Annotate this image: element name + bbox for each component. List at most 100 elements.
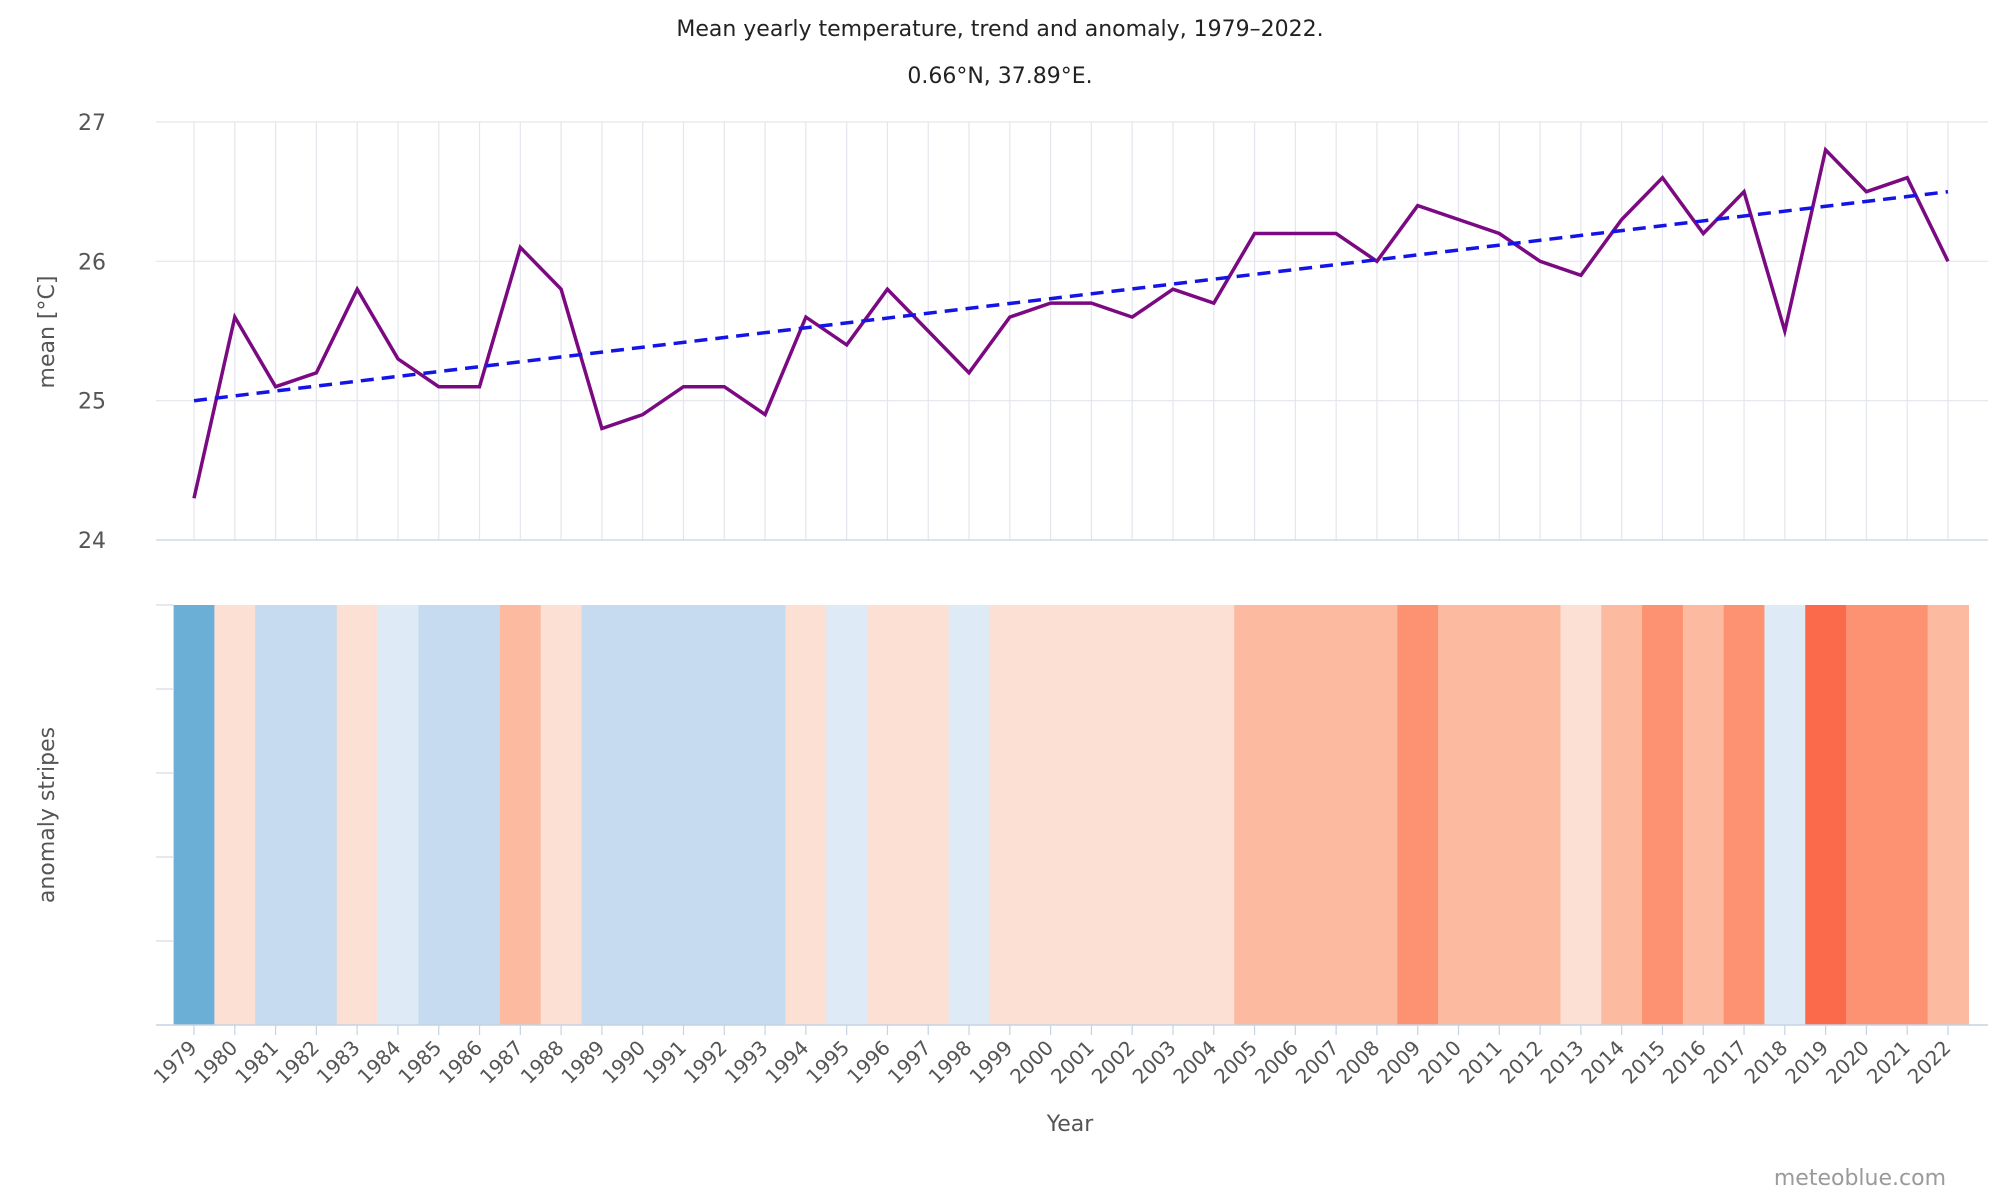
stripes-axis-label: anomaly stripes — [35, 727, 60, 903]
anomaly-stripe — [1356, 605, 1398, 1025]
x-tick-label: 2007 — [1291, 1036, 1344, 1089]
x-tick-label: 2013 — [1535, 1036, 1588, 1089]
anomaly-stripe — [255, 605, 297, 1025]
anomaly-stripe — [1193, 605, 1235, 1025]
anomaly-stripe — [1560, 605, 1602, 1025]
x-tick-label: 2005 — [1209, 1036, 1262, 1089]
anomaly-stripe — [173, 605, 215, 1025]
anomaly-stripe — [907, 605, 950, 1025]
anomaly-stripe — [1397, 605, 1439, 1025]
anomaly-stripe — [1519, 605, 1562, 1025]
x-tick-label: 1998 — [924, 1036, 977, 1089]
anomaly-stripe — [1438, 605, 1480, 1025]
anomaly-stripe — [1274, 605, 1317, 1025]
anomaly-stripe — [1071, 605, 1113, 1025]
anomaly-stripe — [1764, 605, 1806, 1025]
x-tick-label: 1990 — [597, 1036, 650, 1089]
x-tick-label: 2015 — [1617, 1036, 1670, 1089]
anomaly-stripe — [214, 605, 256, 1025]
x-axis-label: Year — [1046, 1112, 1095, 1137]
x-tick-label: 2021 — [1862, 1036, 1915, 1089]
anomaly-stripes — [173, 605, 1969, 1025]
x-tick-label: 2004 — [1168, 1036, 1221, 1089]
trend-line — [193, 189, 1949, 403]
x-tick-label: 1991 — [638, 1036, 691, 1089]
axes — [156, 604, 1988, 1035]
anomaly-stripe — [1846, 605, 1888, 1025]
anomaly-stripe — [1315, 605, 1358, 1025]
x-tick-label: 2016 — [1658, 1036, 1711, 1089]
x-tick-label: 2011 — [1454, 1036, 1507, 1089]
x-tick-label: 1996 — [842, 1036, 895, 1089]
series-lines — [192, 146, 1950, 499]
anomaly-stripe — [826, 605, 868, 1025]
anomaly-stripe — [581, 605, 623, 1025]
y-tick-label: 27 — [78, 111, 106, 136]
anomaly-stripe — [622, 605, 664, 1025]
x-tick-label: 1995 — [801, 1036, 854, 1089]
x-tick-label: 2001 — [1046, 1036, 1099, 1089]
y-tick-label: 26 — [78, 250, 106, 275]
x-tick-label: 1979 — [149, 1036, 202, 1089]
x-tick-label: 1983 — [312, 1036, 365, 1089]
x-tick-label: 2006 — [1250, 1036, 1303, 1089]
anomaly-stripe — [1642, 605, 1684, 1025]
chart-title: Mean yearly temperature, trend and anoma… — [676, 17, 1323, 42]
x-tick-label: 1994 — [760, 1036, 813, 1089]
x-tick-label: 1993 — [720, 1036, 773, 1089]
x-tick-label: 2019 — [1780, 1036, 1833, 1089]
anomaly-stripe — [1682, 605, 1725, 1025]
anomaly-stripe — [1030, 605, 1072, 1025]
anomaly-stripe — [703, 605, 746, 1025]
x-tick-label: 2017 — [1699, 1036, 1752, 1089]
x-tick-labels: 1979198019811982198319841985198619871988… — [149, 1036, 1956, 1089]
anomaly-stripe — [663, 605, 705, 1025]
anomaly-stripe — [459, 605, 501, 1025]
anomaly-stripe — [377, 605, 419, 1025]
anomaly-stripe — [295, 605, 338, 1025]
anomaly-stripe — [499, 605, 542, 1025]
x-tick-label: 1999 — [964, 1036, 1017, 1089]
x-tick-label: 2009 — [1372, 1036, 1425, 1089]
anomaly-stripe — [989, 605, 1031, 1025]
x-tick-label: 2022 — [1903, 1036, 1956, 1089]
x-tick-label: 2000 — [1005, 1036, 1058, 1089]
x-tick-label: 2020 — [1821, 1036, 1874, 1089]
anomaly-stripe — [785, 605, 827, 1025]
anomaly-stripe — [1478, 605, 1521, 1025]
anomaly-stripe — [744, 605, 787, 1025]
x-tick-label: 2010 — [1413, 1036, 1466, 1089]
x-tick-label: 1992 — [679, 1036, 732, 1089]
anomaly-stripe — [1805, 605, 1847, 1025]
y-axis-label: mean [°C] — [35, 276, 60, 389]
x-tick-label: 1981 — [230, 1036, 283, 1089]
x-tick-label: 1988 — [516, 1036, 569, 1089]
x-tick-label: 1980 — [189, 1036, 242, 1089]
x-tick-label: 1984 — [353, 1036, 406, 1089]
x-tick-label: 2018 — [1739, 1036, 1792, 1089]
x-tick-label: 2014 — [1576, 1036, 1629, 1089]
x-tick-label: 1989 — [556, 1036, 609, 1089]
x-tick-label: 2008 — [1331, 1036, 1384, 1089]
anomaly-stripe — [1927, 605, 1969, 1025]
chart-subtitle: 0.66°N, 37.89°E. — [907, 64, 1092, 89]
x-tick-label: 2012 — [1495, 1036, 1548, 1089]
credit-text: meteoblue.com — [1774, 1166, 1946, 1191]
x-tick-label: 1986 — [434, 1036, 487, 1089]
anomaly-stripe — [336, 605, 379, 1025]
x-tick-label: 1997 — [883, 1036, 936, 1089]
anomaly-stripe — [1601, 605, 1643, 1025]
gridlines — [156, 121, 1988, 541]
x-tick-label: 1985 — [393, 1036, 446, 1089]
y-tick-labels: 24 25 26 27 — [78, 111, 106, 554]
mean-temperature-line — [192, 146, 1950, 499]
anomaly-stripe — [418, 605, 460, 1025]
x-tick-label: 1982 — [271, 1036, 324, 1089]
anomaly-stripe — [1886, 605, 1929, 1025]
x-tick-label: 1987 — [475, 1036, 528, 1089]
y-tick-label: 25 — [78, 390, 106, 415]
anomaly-stripe — [948, 605, 991, 1025]
y-tick-label: 24 — [78, 529, 106, 554]
anomaly-stripe — [867, 605, 909, 1025]
